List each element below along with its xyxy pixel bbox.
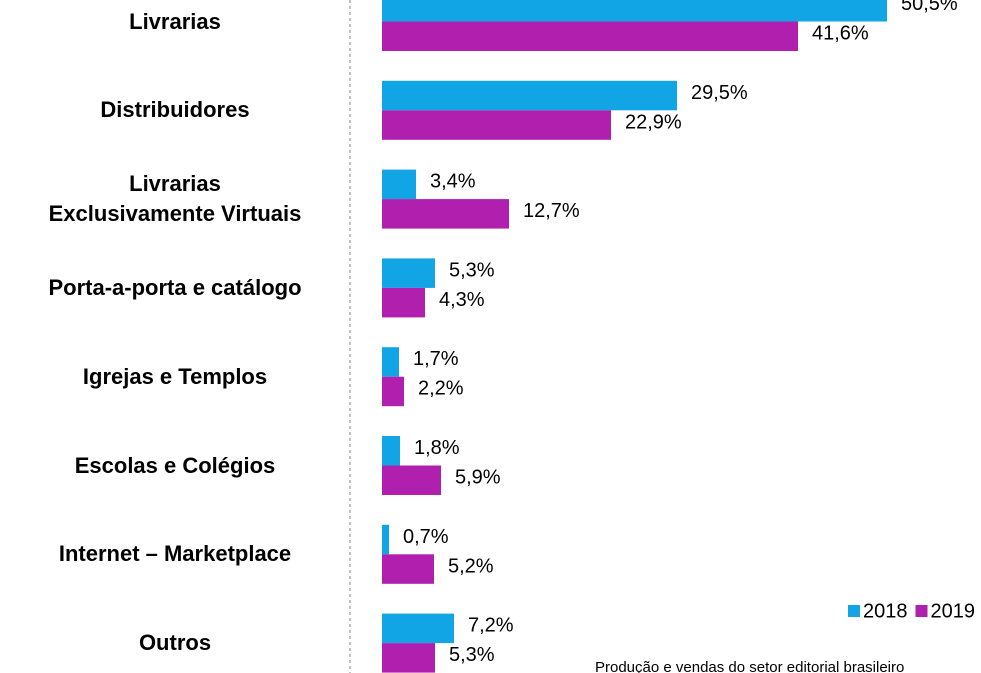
bar	[382, 199, 509, 229]
bar	[382, 643, 435, 673]
value-label: 0,7%	[403, 526, 449, 548]
category-label: Livrarias Exclusivamente Virtuais	[48, 171, 302, 227]
value-label: 7,2%	[468, 615, 514, 637]
bar	[382, 110, 611, 140]
value-label: 5,3%	[449, 644, 495, 666]
category-label: Livrarias	[129, 8, 221, 34]
category-label: Internet – Marketplace	[58, 541, 292, 567]
value-label: 2,2%	[418, 378, 464, 400]
value-label: 50,5%	[901, 0, 958, 15]
legend-label: 2018	[863, 600, 908, 622]
bar	[382, 347, 399, 377]
bar	[382, 465, 441, 495]
category-label-box: Outros	[138, 630, 212, 656]
value-label: 5,3%	[449, 259, 495, 281]
category-label: Distribuidores	[100, 97, 250, 123]
category-label-box: Distribuidores	[100, 97, 250, 123]
category-label: Outros	[138, 630, 212, 656]
value-label: 12,7%	[523, 200, 580, 222]
legend-swatch	[848, 605, 860, 617]
bar	[382, 554, 434, 584]
value-label: 1,7%	[413, 348, 459, 370]
category-label-box: Livrarias	[129, 8, 221, 34]
category-label-box: Livrarias Exclusivamente Virtuais	[48, 171, 302, 227]
bar	[382, 376, 404, 407]
category-label-box: Porta-a-porta e catálogo	[48, 274, 302, 300]
value-label: 29,5%	[691, 82, 748, 104]
bar	[382, 0, 887, 22]
value-label: 1,8%	[414, 437, 460, 459]
value-label: 41,6%	[812, 23, 869, 45]
category-label-box: Escolas e Colégios	[74, 452, 276, 478]
value-label: 5,9%	[455, 467, 501, 489]
value-label: 5,2%	[448, 555, 494, 577]
bar	[382, 613, 454, 644]
category-label: Igrejas e Templos	[82, 363, 268, 389]
bar	[382, 436, 400, 466]
bar	[382, 524, 389, 555]
value-label: 3,4%	[430, 171, 476, 193]
bar	[382, 287, 425, 318]
category-label: Escolas e Colégios	[74, 452, 276, 478]
value-label: 22,9%	[625, 111, 682, 133]
bar	[382, 169, 416, 200]
legend-label: 2019	[931, 600, 976, 622]
bar	[382, 258, 435, 288]
bar	[382, 21, 798, 51]
legend-swatch	[915, 605, 928, 617]
category-label: Porta-a-porta e catálogo	[48, 274, 302, 300]
category-label-box: Igrejas e Templos	[82, 363, 268, 389]
source-note: Produção e vendas do setor editorial bra…	[595, 659, 904, 673]
value-label: 4,3%	[439, 289, 485, 311]
category-label-box: Internet – Marketplace	[58, 541, 292, 567]
bar	[382, 80, 677, 111]
